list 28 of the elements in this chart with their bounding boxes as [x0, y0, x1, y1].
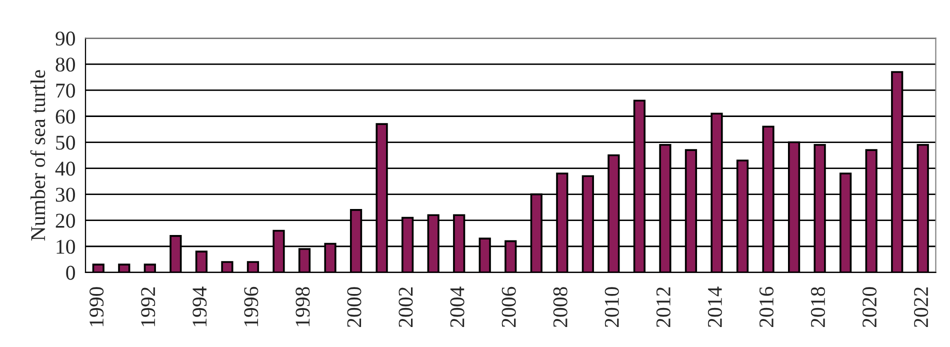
x-tick-label: 2004 [450, 286, 464, 328]
x-tick-label: 2008 [553, 287, 568, 328]
x-tick-label: 2022 [914, 287, 928, 328]
y-tick-label: 60 [56, 110, 75, 124]
x-tick-label: 1998 [296, 287, 310, 326]
x-tick-label: 2012 [656, 287, 670, 328]
x-tick-label: 2018 [810, 287, 826, 328]
y-tick-label: 80 [56, 58, 75, 72]
y-axis-title: Number of sea turtle [30, 70, 46, 241]
x-tick-label: 1990 [90, 287, 104, 326]
x-tick-label: 1992 [141, 287, 156, 326]
x-tick-label: 2002 [398, 287, 413, 328]
x-tick-label: 1994 [192, 286, 207, 326]
y-tick-label: 0 [66, 266, 75, 280]
x-tick-label: 2010 [604, 287, 619, 328]
x-tick-label: 2000 [347, 287, 362, 328]
x-tick-label: 2020 [862, 287, 877, 328]
y-tick-label: 20 [56, 214, 75, 228]
y-tick-label: 70 [56, 84, 75, 98]
y-tick-label: 30 [56, 188, 75, 202]
x-tick-label: 1996 [244, 286, 258, 326]
y-tick-label: 10 [56, 240, 75, 254]
x-tick-label: 2016 [759, 286, 774, 328]
x-tick-label: 2006 [502, 286, 516, 328]
y-tick-label: 40 [55, 162, 75, 176]
y-tick-label: 90 [56, 32, 75, 46]
y-tick-label: 50 [56, 136, 75, 150]
x-tick-label: 2014 [708, 286, 722, 328]
